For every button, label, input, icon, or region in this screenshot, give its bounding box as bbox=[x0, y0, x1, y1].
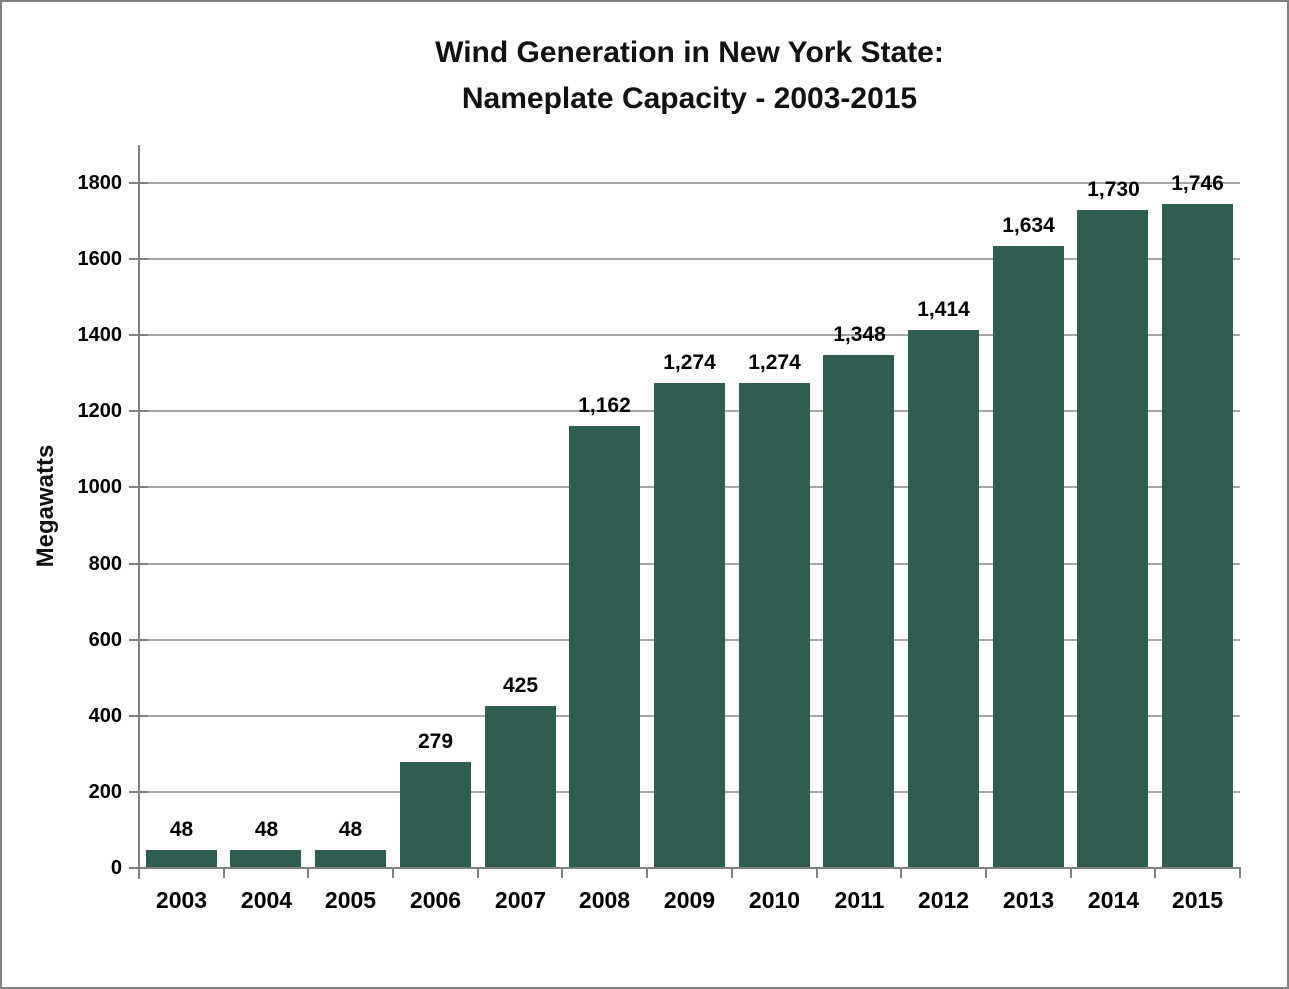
bar-2003 bbox=[146, 850, 217, 868]
x-axis-line bbox=[138, 867, 1241, 869]
x-tick-label-2015: 2015 bbox=[1171, 887, 1224, 913]
y-axis-title: Megawatts bbox=[32, 444, 59, 568]
bar-value-label-2015: 1,746 bbox=[1171, 172, 1224, 195]
y-tick-label-1800: 1800 bbox=[77, 172, 123, 194]
bar-2010 bbox=[739, 383, 810, 868]
bar-2013 bbox=[993, 246, 1064, 868]
y-tick-mark-1200 bbox=[129, 410, 148, 412]
y-tick-label-1000: 1000 bbox=[77, 476, 123, 498]
x-tick-label-2005: 2005 bbox=[324, 887, 377, 913]
bar-2006 bbox=[400, 762, 471, 868]
y-tick-mark-800 bbox=[129, 563, 148, 565]
x-tick-label-2014: 2014 bbox=[1087, 887, 1140, 913]
bar-value-label-2013: 1,634 bbox=[1002, 214, 1055, 237]
y-tick-mark-600 bbox=[129, 639, 148, 641]
bar-2007 bbox=[485, 706, 556, 868]
bar-2009 bbox=[654, 383, 725, 868]
chart-title: Wind Generation in New York State: Namep… bbox=[139, 30, 1240, 122]
bar-2005 bbox=[315, 850, 386, 868]
x-tick-mark-8 bbox=[816, 868, 818, 878]
x-tick-label-2003: 2003 bbox=[155, 887, 208, 913]
chart-title-line1: Wind Generation in New York State: bbox=[435, 36, 944, 69]
x-tick-mark-1 bbox=[223, 868, 225, 878]
bar-value-label-2010: 1,274 bbox=[748, 351, 801, 374]
x-tick-mark-4 bbox=[477, 868, 479, 878]
y-tick-mark-1600 bbox=[129, 258, 148, 260]
x-tick-label-2009: 2009 bbox=[663, 887, 716, 913]
chart-title-line2: Nameplate Capacity - 2003-2015 bbox=[461, 82, 918, 115]
gridline-1600 bbox=[139, 258, 1240, 260]
x-tick-mark-11 bbox=[1070, 868, 1072, 878]
bar-value-label-2009: 1,274 bbox=[663, 351, 716, 374]
x-tick-mark-7 bbox=[731, 868, 733, 878]
y-tick-label-400: 400 bbox=[88, 705, 122, 727]
bar-2015 bbox=[1162, 204, 1233, 868]
x-tick-mark-2 bbox=[307, 868, 309, 878]
x-tick-mark-3 bbox=[392, 868, 394, 878]
x-tick-mark-10 bbox=[985, 868, 987, 878]
y-tick-label-200: 200 bbox=[88, 781, 122, 803]
x-tick-label-2010: 2010 bbox=[748, 887, 801, 913]
bar-value-label-2003: 48 bbox=[169, 818, 194, 841]
y-tick-label-0: 0 bbox=[110, 857, 122, 879]
x-tick-label-2004: 2004 bbox=[240, 887, 293, 913]
y-tick-mark-1400 bbox=[129, 334, 148, 336]
gridline-1400 bbox=[139, 334, 1240, 336]
y-tick-mark-200 bbox=[129, 791, 148, 793]
x-tick-mark-6 bbox=[646, 868, 648, 878]
y-tick-mark-1800 bbox=[129, 182, 148, 184]
bar-value-label-2012: 1,414 bbox=[917, 298, 970, 321]
bar-value-label-2004: 48 bbox=[254, 818, 279, 841]
y-tick-mark-400 bbox=[129, 715, 148, 717]
bar-2008 bbox=[569, 426, 640, 868]
bar-2004 bbox=[230, 850, 301, 868]
x-tick-label-2008: 2008 bbox=[578, 887, 631, 913]
x-tick-label-2006: 2006 bbox=[409, 887, 462, 913]
y-tick-mark-1000 bbox=[129, 486, 148, 488]
x-tick-label-2011: 2011 bbox=[834, 887, 885, 913]
y-axis-line bbox=[138, 145, 140, 879]
x-tick-label-2012: 2012 bbox=[917, 887, 970, 913]
y-tick-label-1200: 1200 bbox=[77, 400, 123, 422]
x-tick-mark-0 bbox=[138, 868, 140, 878]
gridline-1800 bbox=[139, 182, 1240, 184]
bar-2014 bbox=[1077, 210, 1148, 868]
bar-value-label-2011: 1,348 bbox=[833, 323, 886, 346]
x-tick-label-2007: 2007 bbox=[494, 887, 547, 913]
x-tick-label-2013: 2013 bbox=[1002, 887, 1055, 913]
bar-2012 bbox=[908, 330, 979, 868]
x-tick-mark-5 bbox=[561, 868, 563, 878]
y-tick-label-1400: 1400 bbox=[77, 324, 123, 346]
x-tick-mark-9 bbox=[900, 868, 902, 878]
bar-value-label-2005: 48 bbox=[338, 818, 363, 841]
x-tick-mark-12 bbox=[1154, 868, 1156, 878]
y-tick-label-800: 800 bbox=[88, 553, 122, 575]
bar-value-label-2006: 279 bbox=[417, 730, 454, 753]
bar-value-label-2008: 1,162 bbox=[578, 394, 631, 417]
bar-value-label-2007: 425 bbox=[502, 674, 539, 697]
x-tick-mark-13 bbox=[1239, 868, 1241, 878]
y-tick-label-1600: 1600 bbox=[77, 248, 123, 270]
bar-value-label-2014: 1,730 bbox=[1087, 178, 1140, 201]
bar-2011 bbox=[823, 355, 894, 868]
y-tick-label-600: 600 bbox=[88, 629, 122, 651]
